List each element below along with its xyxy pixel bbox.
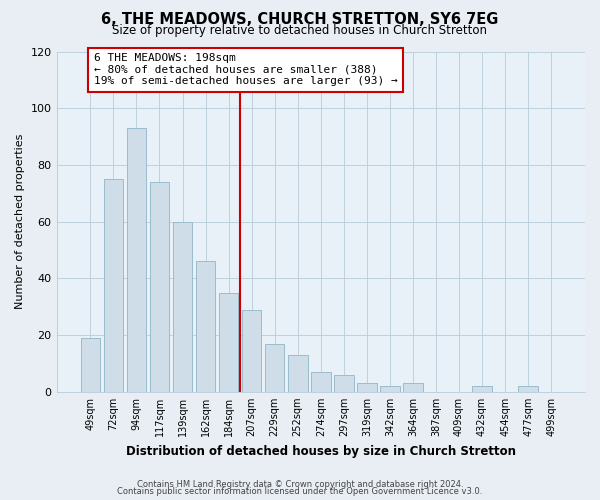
Text: 6, THE MEADOWS, CHURCH STRETTON, SY6 7EG: 6, THE MEADOWS, CHURCH STRETTON, SY6 7EG: [101, 12, 499, 28]
Text: Contains public sector information licensed under the Open Government Licence v3: Contains public sector information licen…: [118, 487, 482, 496]
Bar: [196, 262, 215, 392]
Bar: [127, 128, 146, 392]
Bar: [242, 310, 262, 392]
Text: 6 THE MEADOWS: 198sqm
← 80% of detached houses are smaller (388)
19% of semi-det: 6 THE MEADOWS: 198sqm ← 80% of detached …: [94, 53, 397, 86]
Bar: [219, 292, 238, 392]
X-axis label: Distribution of detached houses by size in Church Stretton: Distribution of detached houses by size …: [126, 444, 516, 458]
Bar: [173, 222, 193, 392]
Bar: [403, 384, 423, 392]
Y-axis label: Number of detached properties: Number of detached properties: [15, 134, 25, 310]
Text: Size of property relative to detached houses in Church Stretton: Size of property relative to detached ho…: [113, 24, 487, 37]
Bar: [380, 386, 400, 392]
Bar: [472, 386, 492, 392]
Bar: [288, 355, 308, 392]
Bar: [80, 338, 100, 392]
Text: Contains HM Land Registry data © Crown copyright and database right 2024.: Contains HM Land Registry data © Crown c…: [137, 480, 463, 489]
Bar: [357, 384, 377, 392]
Bar: [265, 344, 284, 392]
Bar: [311, 372, 331, 392]
Bar: [104, 179, 123, 392]
Bar: [149, 182, 169, 392]
Bar: [518, 386, 538, 392]
Bar: [334, 375, 353, 392]
